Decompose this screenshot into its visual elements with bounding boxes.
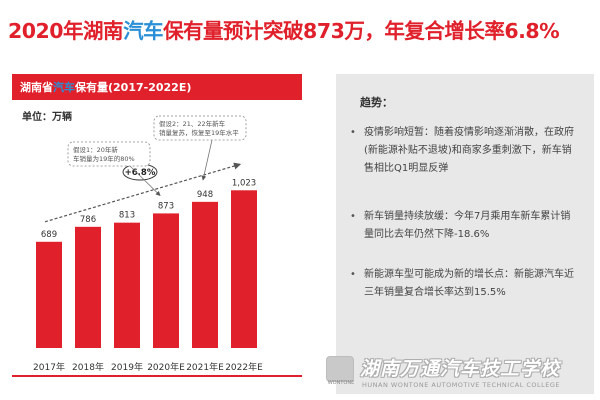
unit-label: 单位：万辆 — [22, 112, 72, 123]
chart-panel-title: 湖南省汽车保有量(2017-2022E) — [20, 79, 191, 95]
bar — [231, 190, 257, 348]
category-label: 2021年E — [186, 361, 224, 373]
trend-title: 趋势： — [360, 96, 393, 109]
assumption-1-arrow — [129, 165, 161, 196]
panel-title-part2: 保有量(2017-2022E) — [75, 81, 192, 94]
assumption-1-text: 车销量为19年的80% — [73, 154, 135, 163]
bar-value-label: 689 — [41, 230, 57, 240]
growth-label: +6.8% — [125, 168, 156, 178]
bar — [36, 241, 62, 348]
bar — [114, 222, 140, 348]
assumption-2-arrow — [201, 139, 213, 181]
assumption-1-box — [67, 141, 151, 167]
growth-arrow — [44, 162, 242, 223]
bullet-dot-icon: • — [350, 269, 356, 280]
bar-value-label: 786 — [80, 215, 96, 225]
headline-part2: 保有量预计突破873万，年复合增长率6.8% — [163, 19, 560, 43]
panel-title-highlight: 汽车 — [53, 81, 75, 94]
headline-part1: 2020年湖南 — [8, 19, 124, 43]
bar-value-label: 813 — [119, 211, 135, 221]
bar-value-label: 873 — [158, 201, 174, 211]
trend-item: • 疫情影响短暂：随着疫情影响逐渐消散，在政府(新能源补贴不退坡)和商家多重刺激… — [350, 124, 580, 178]
category-label: 2019年 — [111, 361, 143, 373]
trend-item: • 新车销量持续放缓：今年7月乘用车新车累计销量同比去年仍然下降-18.6% — [350, 208, 580, 244]
category-label: 2022年E — [225, 361, 263, 373]
trend-item-text: 新能源车型可能成为新的增长点：新能源汽车近三年销量复合增长率达到15.5% — [364, 269, 574, 298]
assumption-1-text: 假设1：20年新 — [73, 145, 118, 154]
chart-panel: 湖南省汽车保有量(2017-2022E) 单位：万辆 689 2017年 786 20… — [12, 74, 302, 394]
bullet-dot-icon: • — [350, 211, 356, 222]
assumption-2-text: 销量复苏，恢复至19年水平 — [159, 128, 239, 137]
page-headline: 2020年湖南汽车保有量预计突破873万，年复合增长率6.8% — [8, 14, 592, 44]
category-label: 2020年E — [147, 361, 185, 373]
headline-highlight: 汽车 — [123, 19, 164, 43]
bar — [153, 213, 179, 348]
bar-value-label: 948 — [197, 190, 213, 200]
logo-text: WONTONE — [327, 380, 355, 386]
bar-chart: 689 2017年 786 2018年 813 2019年 873 2020年E 948 2021… — [12, 115, 302, 377]
trend-item: • 新能源车型可能成为新的增长点：新能源汽车近三年销量复合增长率达到15.5% — [350, 266, 580, 302]
school-badge-icon — [326, 356, 354, 382]
school-logo: WONTONE 湖南万通汽车技工学校 HUNAN WONTONE AUTOMOT… — [326, 352, 594, 394]
school-english-name: HUNAN WONTONE AUTOMOTIVE TECHNICAL COLLE… — [362, 381, 561, 389]
assumption-2-box — [153, 115, 247, 141]
bar — [75, 226, 101, 348]
bar-value-label: 1,023 — [232, 178, 256, 188]
chart-panel-header: 湖南省汽车保有量(2017-2022E) — [12, 74, 302, 100]
trend-panel: 趋势： • 疫情影响短暂：随着疫情影响逐渐消散，在政府(新能源补贴不退坡)和商家… — [336, 74, 594, 394]
assumption-2-text: 假设2：21、22年新车 — [159, 119, 226, 128]
school-name: 湖南万通汽车技工学校 — [360, 358, 561, 380]
category-label: 2017年 — [33, 361, 65, 373]
panel-title-part1: 湖南省 — [20, 81, 53, 94]
trend-item-text: 新车销量持续放缓：今年7月乘用车新车累计销量同比去年仍然下降-18.6% — [364, 211, 571, 240]
category-label: 2018年 — [72, 361, 104, 373]
bullet-dot-icon: • — [350, 127, 356, 138]
bar — [192, 201, 218, 348]
trend-item-text: 疫情影响短暂：随着疫情影响逐渐消散，在政府(新能源补贴不退坡)和商家多重刺激下，… — [364, 127, 574, 174]
